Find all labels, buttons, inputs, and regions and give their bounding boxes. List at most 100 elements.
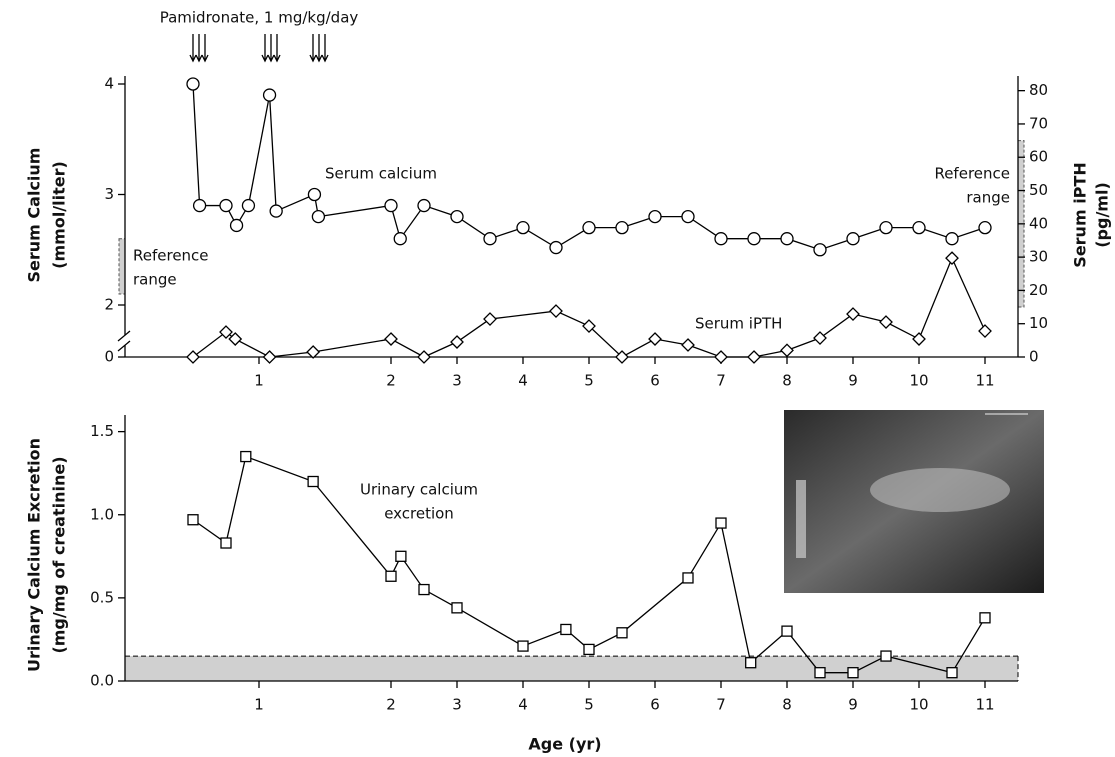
data-point <box>270 205 282 217</box>
x-tick-label: 9 <box>848 696 858 714</box>
data-point <box>979 222 991 234</box>
data-point <box>946 252 958 264</box>
data-point <box>229 333 241 345</box>
data-point <box>231 219 243 231</box>
y-axis-title: (mmol/liter) <box>50 161 69 269</box>
reference-label: range <box>966 189 1010 207</box>
data-point <box>386 571 396 581</box>
reference-label: range <box>133 271 177 289</box>
y2-tick-label: 50 <box>1029 181 1048 199</box>
dose-arrows <box>190 34 328 61</box>
x-tick-label: 1 <box>254 696 264 714</box>
y2-axis-title: (pg/ml) <box>1093 182 1112 248</box>
data-point <box>814 332 826 344</box>
data-point <box>308 189 320 201</box>
x-tick-label: 2 <box>386 696 396 714</box>
x-tick-label: 7 <box>716 372 726 390</box>
y-tick-label: 0 <box>104 348 114 366</box>
x-tick-label: 6 <box>650 696 660 714</box>
data-point <box>682 211 694 223</box>
data-point <box>484 313 496 325</box>
data-point <box>716 518 726 528</box>
ultrasound-image <box>784 410 1044 593</box>
data-point <box>748 351 760 363</box>
y-tick-label: 2 <box>104 296 114 314</box>
data-point <box>385 333 397 345</box>
data-point <box>847 308 859 320</box>
x-tick-label: 2 <box>386 372 396 390</box>
series-label: Serum iPTH <box>695 315 782 333</box>
data-point <box>616 222 628 234</box>
data-point <box>814 244 826 256</box>
data-point <box>484 233 496 245</box>
data-point <box>220 200 232 212</box>
data-point <box>187 78 199 90</box>
x-tick-label: 9 <box>848 372 858 390</box>
data-point <box>188 515 198 525</box>
data-point <box>418 351 430 363</box>
data-point <box>307 346 319 358</box>
series-label: Serum calcium <box>325 165 437 183</box>
y2-tick-label: 80 <box>1029 81 1048 99</box>
reference-range <box>119 239 125 294</box>
data-point <box>913 333 925 345</box>
x-tick-label: 10 <box>909 372 928 390</box>
data-point <box>308 477 318 487</box>
data-point <box>264 351 276 363</box>
x-tick-label: 11 <box>975 696 994 714</box>
y2-tick-label: 40 <box>1029 214 1048 232</box>
reference-label: Reference <box>133 247 209 265</box>
data-point <box>451 336 463 348</box>
data-point <box>881 651 891 661</box>
y-axis-title: Serum Calcium <box>25 148 44 283</box>
data-point <box>385 200 397 212</box>
data-point <box>649 333 661 345</box>
series-label: excretion <box>384 505 454 523</box>
data-point <box>418 200 430 212</box>
x-tick-label: 4 <box>518 372 528 390</box>
axis-break <box>118 331 130 351</box>
data-point <box>748 233 760 245</box>
series-label: Urinary calcium <box>360 481 478 499</box>
x-axis-title: Age (yr) <box>528 735 601 754</box>
data-point <box>847 233 859 245</box>
data-point <box>715 351 727 363</box>
data-point <box>419 585 429 595</box>
data-point <box>396 551 406 561</box>
data-point <box>848 668 858 678</box>
data-point <box>781 344 793 356</box>
x-tick-label: 1 <box>254 372 264 390</box>
y2-tick-label: 10 <box>1029 314 1048 332</box>
y2-tick-label: 30 <box>1029 248 1048 266</box>
reference-label: Reference <box>934 165 1010 183</box>
data-point <box>583 222 595 234</box>
x-tick-label: 6 <box>650 372 660 390</box>
chart: Pamidronate, 1 mg/kg/day Serum Calcium (… <box>0 0 1115 757</box>
data-point <box>550 242 562 254</box>
data-point <box>550 305 562 317</box>
y-tick-label: 0.5 <box>90 588 114 606</box>
data-point <box>913 222 925 234</box>
data-point <box>312 211 324 223</box>
x-tick-label: 5 <box>584 696 594 714</box>
data-point <box>241 452 251 462</box>
y2-axis-title: Serum iPTH <box>1071 162 1090 267</box>
y-axis-title: Urinary Calcium Excretion <box>25 438 44 672</box>
x-tick-label: 7 <box>716 696 726 714</box>
data-point <box>452 603 462 613</box>
data-point <box>980 613 990 623</box>
data-point <box>264 89 276 101</box>
data-point <box>518 641 528 651</box>
series-line <box>193 258 985 357</box>
data-point <box>782 626 792 636</box>
data-point <box>715 233 727 245</box>
x-tick-label: 3 <box>452 372 462 390</box>
data-point <box>194 200 206 212</box>
y-axis-title: (mg/mg of creatinine) <box>50 456 69 653</box>
data-point <box>221 538 231 548</box>
data-point <box>242 200 254 212</box>
y2-tick-label: 20 <box>1029 281 1048 299</box>
data-point <box>979 325 991 337</box>
data-point <box>220 326 232 338</box>
y-tick-label: 1.0 <box>90 505 114 523</box>
